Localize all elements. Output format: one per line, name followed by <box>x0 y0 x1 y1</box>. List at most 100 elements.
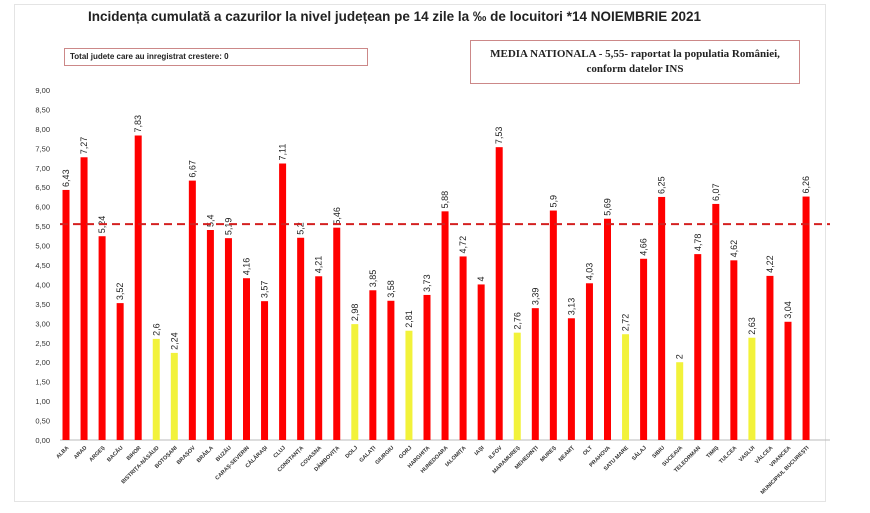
data-label: 3,58 <box>386 280 396 298</box>
x-tick-label: BIHOR <box>126 445 143 462</box>
data-label: 5,46 <box>332 207 342 225</box>
y-tick-label: 0,50 <box>35 417 50 426</box>
data-label: 4,78 <box>693 234 703 252</box>
data-label: 5,2 <box>296 222 306 235</box>
data-label: 4,16 <box>242 258 252 276</box>
data-label: 4 <box>476 276 486 281</box>
data-label: 5,19 <box>223 218 233 236</box>
data-label: 3,04 <box>783 301 793 319</box>
chart-date: 14 NOIEMBRIE 2021 <box>572 9 702 24</box>
y-tick-label: 6,50 <box>35 183 50 192</box>
data-label: 3,13 <box>566 298 576 316</box>
data-label: 6,67 <box>187 160 197 178</box>
y-tick-label: 7,00 <box>35 164 50 173</box>
chart-title: Incidența cumulată a cazurilor la nivel … <box>88 9 572 24</box>
bar-alba <box>62 189 70 440</box>
bar-hunedoara <box>441 211 449 440</box>
y-tick-label: 3,50 <box>35 300 50 309</box>
bar-satu-mare <box>622 334 630 440</box>
data-label: 2,72 <box>621 314 631 332</box>
chart-frame <box>14 4 826 502</box>
y-tick-label: 3,00 <box>35 319 50 328</box>
bar-municipiul-bucurești <box>802 196 810 440</box>
bar-sibiu <box>658 196 666 440</box>
data-label: 5,88 <box>440 191 450 209</box>
x-tick-label: SĂLAJ <box>630 444 648 462</box>
data-label: 5,4 <box>205 214 215 227</box>
bar-teleorman <box>694 254 702 440</box>
bar-ialomița <box>459 256 467 440</box>
data-label: 2,63 <box>747 317 757 335</box>
data-label: 2 <box>675 354 685 359</box>
data-label: 3,39 <box>530 288 540 306</box>
x-tick-label: GORJ <box>398 445 413 460</box>
y-tick-label: 8,00 <box>35 125 50 134</box>
data-label: 7,27 <box>79 137 89 155</box>
data-label: 3,73 <box>422 274 432 292</box>
x-tick-label: GIURGIU <box>374 445 395 466</box>
bar-sălaj <box>640 258 648 440</box>
bar-gorj <box>405 330 413 440</box>
data-label: 6,07 <box>711 183 721 201</box>
bar-covasna <box>315 276 323 440</box>
bar-arad <box>80 157 88 440</box>
bar-prahova <box>604 218 611 440</box>
data-label: 7,83 <box>133 115 143 133</box>
data-label: 7,11 <box>278 144 288 161</box>
data-label: 5,9 <box>548 195 558 208</box>
bar-tulcea <box>730 260 738 440</box>
growth-note-box: Total judete care au inregistrat crester… <box>64 48 368 66</box>
data-label: 2,98 <box>350 304 360 322</box>
bar-caraș-severin <box>243 278 250 440</box>
data-label: 2,6 <box>151 323 161 336</box>
bar-vâlcea <box>766 275 774 440</box>
bar-brașov <box>188 180 196 440</box>
bar-giurgiu <box>387 300 395 440</box>
y-tick-label: 2,00 <box>35 358 50 367</box>
y-tick-label: 8,50 <box>35 105 50 114</box>
bar-constanța <box>297 237 305 440</box>
x-tick-label: ALBA <box>55 445 70 460</box>
bar-brăila <box>206 230 214 440</box>
bar-suceava <box>676 362 684 440</box>
bar-călărași <box>261 301 269 440</box>
bar-botoșani <box>170 352 178 440</box>
y-tick-label: 2,50 <box>35 339 50 348</box>
bar-bacău <box>116 303 124 440</box>
bar-iași <box>477 284 485 440</box>
data-label: 5,69 <box>603 198 613 216</box>
bar-bistrița-năsăud <box>152 338 160 440</box>
bar-vrancea <box>784 321 792 440</box>
x-tick-label: TIMIȘ <box>706 445 721 460</box>
x-tick-label: DOLJ <box>345 445 360 460</box>
y-tick-label: 4,00 <box>35 280 50 289</box>
bar-dâmbovița <box>333 227 341 440</box>
data-label: 3,57 <box>260 281 270 299</box>
data-label: 4,62 <box>729 240 739 258</box>
data-label: 3,52 <box>115 283 125 301</box>
x-tick-label: ILFOV <box>488 445 504 461</box>
y-tick-label: 1,00 <box>35 397 50 406</box>
bar-vaslui <box>748 337 756 440</box>
y-tick-label: 5,50 <box>35 222 50 231</box>
y-tick-label: 0,00 <box>35 436 50 445</box>
x-tick-label: ARAD <box>73 445 88 460</box>
x-tick-label: BUZĂU <box>214 444 233 463</box>
x-tick-label: MUREȘ <box>539 445 558 464</box>
x-tick-label: TULCEA <box>718 445 738 465</box>
bar-cluj <box>279 163 287 440</box>
bar-mehedinți <box>531 308 539 440</box>
national-average-line1: MEDIA NATIONALA - 5,55- raportat la popu… <box>490 48 780 60</box>
bar-olt <box>585 283 593 440</box>
bar-ilfov <box>495 147 503 440</box>
national-average-box: MEDIA NATIONALA - 5,55- raportat la popu… <box>470 40 800 84</box>
x-tick-label: OLT <box>582 445 594 457</box>
x-tick-label: NEAMȚ <box>558 445 577 464</box>
bar-bihor <box>134 135 142 440</box>
y-tick-label: 1,50 <box>35 378 50 387</box>
x-tick-label: BRAȘOV <box>176 445 197 466</box>
bar-argeș <box>98 236 106 440</box>
data-label: 3,85 <box>368 270 378 288</box>
bar-buzău <box>224 238 232 440</box>
data-label: 7,53 <box>494 127 504 145</box>
